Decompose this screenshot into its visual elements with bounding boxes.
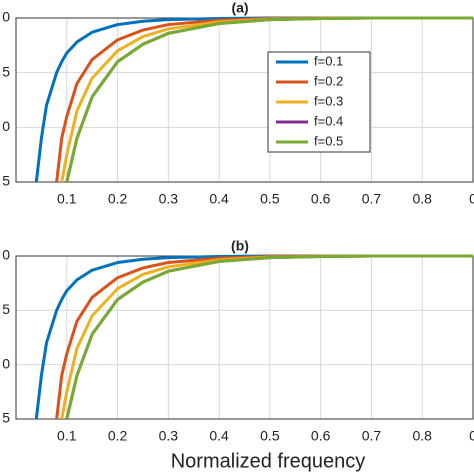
x-tick-label: 0.2 — [108, 191, 128, 207]
legend-label: f=0.5 — [314, 133, 343, 148]
y-tick-label: 0 — [2, 118, 10, 134]
x-tick-label: 0.6 — [311, 428, 331, 444]
x-tick-label: 0.3 — [159, 191, 179, 207]
y-tick-label: 0 — [2, 355, 10, 371]
series-group — [34, 254, 473, 419]
line — [65, 16, 473, 182]
x-tick-label: 0.8 — [412, 191, 432, 207]
y-tick-label: 0 — [2, 247, 10, 263]
y-tick-label: 5 — [2, 173, 10, 189]
x-tick-label: 0.4 — [209, 191, 229, 207]
x-tick-label: 0.5 — [260, 191, 280, 207]
legend-label: f=0.4 — [314, 113, 343, 128]
x-tick-label: 0 — [469, 428, 474, 444]
plot-area — [16, 18, 473, 182]
x-tick-label: 0.1 — [57, 191, 77, 207]
x-tick-label: 0.3 — [159, 428, 179, 444]
x-tick-label: 0.6 — [311, 191, 331, 207]
x-tick-label: 0.7 — [362, 428, 382, 444]
x-tick-label: 0.5 — [260, 428, 280, 444]
x-tick-label: 0.4 — [209, 428, 229, 444]
legend-label: f=0.2 — [314, 73, 343, 88]
x-tick-label: 0 — [469, 191, 474, 207]
legend-label: f=0.3 — [314, 93, 343, 108]
y-tick-label: 0 — [2, 9, 10, 25]
x-tick-label: 0.2 — [108, 428, 128, 444]
x-tick-label: 0.1 — [57, 428, 77, 444]
x-tick-label: 0.7 — [362, 191, 382, 207]
legend-label: f=0.1 — [314, 53, 343, 68]
chart-title: (a) — [231, 0, 248, 16]
plot-area — [16, 256, 473, 419]
y-tick-label: 5 — [2, 63, 10, 79]
line — [65, 254, 473, 419]
y-tick-label: 5 — [2, 301, 10, 317]
x-axis-label: Normalized frequency — [171, 450, 366, 472]
y-tick-label: 5 — [2, 410, 10, 426]
chart-title: (b) — [231, 238, 249, 254]
series-group — [34, 16, 473, 182]
x-tick-label: 0.8 — [412, 428, 432, 444]
